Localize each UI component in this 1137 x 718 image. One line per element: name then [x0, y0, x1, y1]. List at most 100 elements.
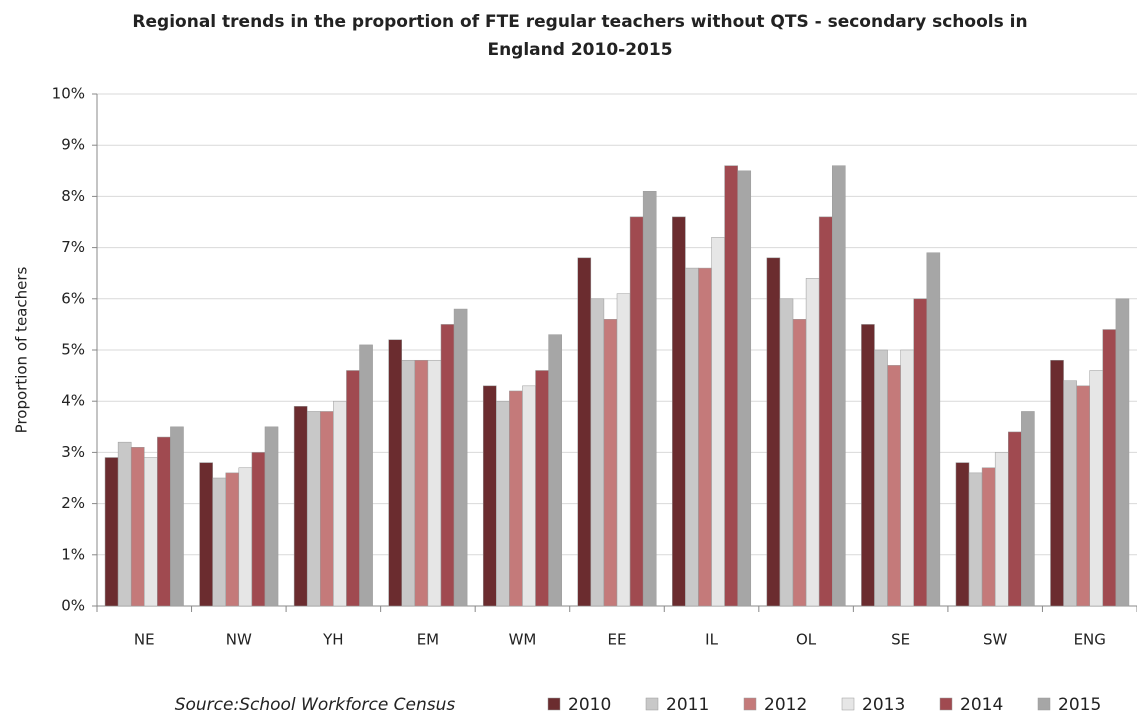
- bar: [981, 467, 996, 607]
- x-tick-label: SW: [983, 631, 1008, 649]
- bar: [496, 400, 510, 607]
- legend-swatch: [1037, 697, 1051, 711]
- legend-label: 2013: [862, 695, 905, 715]
- y-tick-label: 1%: [61, 545, 85, 563]
- bar: [333, 400, 347, 607]
- bar: [535, 370, 549, 607]
- bar: [968, 472, 983, 607]
- x-tick-label: NW: [226, 631, 252, 649]
- y-tick-label: 4%: [61, 392, 85, 410]
- x-tick-label: YH: [322, 631, 343, 649]
- bar: [199, 462, 213, 607]
- bar: [388, 339, 403, 607]
- x-tick-label: ENG: [1074, 631, 1106, 649]
- bar: [251, 452, 266, 607]
- bar: [861, 324, 875, 607]
- x-tick-label: EM: [417, 631, 439, 649]
- bar: [293, 406, 308, 607]
- bar: [212, 477, 226, 607]
- x-tick-label: IL: [705, 631, 718, 649]
- y-tick-label: 6%: [61, 289, 85, 307]
- bar: [1115, 298, 1130, 607]
- bar: [724, 165, 738, 607]
- bar: [104, 457, 119, 607]
- bar: [629, 216, 644, 607]
- bar: [642, 191, 657, 607]
- bar: [792, 319, 807, 607]
- bar: [509, 390, 523, 607]
- bar: [779, 298, 794, 607]
- bar: [130, 447, 145, 607]
- legend-swatch: [939, 697, 953, 711]
- bar: [1021, 411, 1035, 607]
- bar: [427, 359, 442, 607]
- y-tick-label: 0%: [61, 597, 85, 615]
- legend-label: 2012: [764, 695, 807, 715]
- bar: [926, 252, 941, 607]
- bar: [711, 237, 725, 607]
- bar: [482, 385, 497, 607]
- bar: [1076, 385, 1090, 607]
- bar: [264, 426, 279, 607]
- x-tick-label: OL: [796, 631, 817, 649]
- bar: [900, 349, 914, 607]
- bar: [874, 349, 888, 607]
- legend-swatch: [547, 697, 561, 711]
- y-tick-label: 8%: [61, 187, 85, 205]
- bar: [737, 170, 752, 607]
- bar: [359, 344, 373, 607]
- bar: [698, 267, 712, 607]
- y-tick-label: 3%: [61, 443, 85, 461]
- bar: [225, 472, 240, 607]
- bar: [994, 452, 1009, 607]
- legend-label: 2015: [1058, 695, 1101, 715]
- y-axis-label: Proportion of teachers: [13, 266, 31, 433]
- y-tick-label: 5%: [61, 341, 85, 359]
- bar: [144, 457, 158, 607]
- bar: [1089, 370, 1104, 607]
- bar: [887, 365, 901, 607]
- chart-title: Regional trends in the proportion of FTE…: [132, 12, 1028, 60]
- title-box: Regional trends in the proportion of FTE…: [100, 8, 1060, 64]
- bar: [1008, 431, 1022, 607]
- bar: [616, 293, 631, 607]
- bar: [117, 441, 132, 607]
- x-tick-label: NE: [134, 631, 155, 649]
- bar: [346, 370, 360, 607]
- bar: [170, 426, 184, 607]
- bar: [577, 257, 592, 607]
- bar: [306, 411, 321, 607]
- y-tick-label: 9%: [61, 136, 85, 154]
- bar: [672, 216, 686, 607]
- legend-swatch: [841, 697, 855, 711]
- legend-label: 2010: [568, 695, 611, 715]
- bar: [603, 319, 618, 607]
- y-tick-label: 7%: [61, 238, 85, 256]
- bar: [440, 324, 455, 607]
- x-tick-label: SE: [891, 631, 910, 649]
- legend-label: 2011: [666, 695, 709, 715]
- bar: [401, 359, 416, 607]
- bar: [805, 278, 820, 607]
- y-tick-label: 10%: [52, 85, 85, 103]
- bar: [685, 267, 699, 607]
- bar: [453, 308, 468, 607]
- source-note: Source:School Workforce Census: [175, 695, 456, 715]
- legend-swatch: [645, 697, 659, 711]
- legend-label: 2014: [960, 695, 1003, 715]
- bar: [157, 436, 171, 607]
- bar: [548, 334, 562, 607]
- x-tick-label: WM: [509, 631, 537, 649]
- legend-swatch: [743, 697, 757, 711]
- bar: [522, 385, 536, 607]
- bar: [1050, 359, 1064, 607]
- bar: [414, 359, 429, 607]
- bar: [766, 257, 781, 607]
- bar: [831, 165, 846, 607]
- bar: [320, 411, 334, 607]
- bar: [913, 298, 928, 607]
- bar: [818, 216, 833, 607]
- bar: [955, 462, 970, 607]
